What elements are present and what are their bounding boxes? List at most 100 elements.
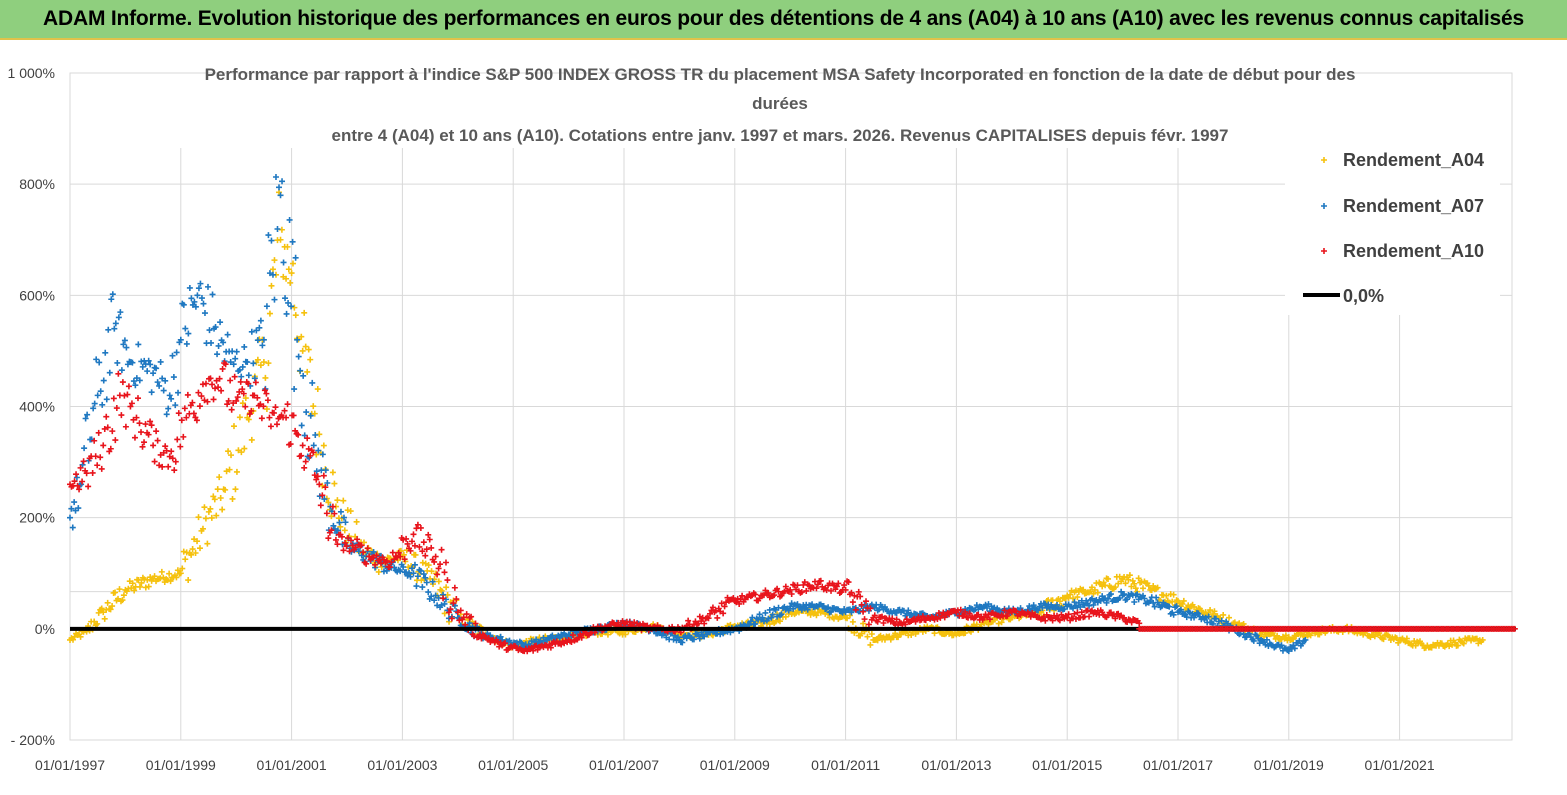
data-point — [313, 468, 320, 475]
data-point — [1163, 592, 1170, 599]
data-point — [984, 605, 991, 612]
data-point — [131, 587, 138, 594]
data-point — [90, 405, 97, 412]
data-point — [302, 458, 309, 465]
data-point — [136, 420, 143, 427]
data-point — [1263, 636, 1270, 643]
data-point — [177, 443, 184, 450]
data-point — [153, 365, 160, 372]
data-point — [422, 552, 429, 559]
data-point — [272, 404, 279, 411]
data-point — [150, 370, 157, 377]
data-point — [1030, 602, 1037, 609]
x-tick-label: 01/01/2021 — [1365, 757, 1435, 773]
data-point — [136, 377, 143, 384]
data-point — [112, 437, 119, 444]
data-point — [314, 473, 321, 480]
data-point — [986, 616, 993, 623]
data-point — [860, 620, 867, 627]
data-point — [1169, 598, 1176, 605]
data-point — [147, 418, 154, 425]
data-point — [167, 578, 174, 585]
data-point — [804, 606, 811, 613]
data-point — [220, 486, 227, 493]
data-point — [238, 449, 245, 456]
data-point — [257, 317, 264, 324]
y-tick-label: 800% — [19, 176, 55, 192]
data-point — [363, 560, 370, 567]
data-point — [1449, 641, 1456, 648]
data-point — [220, 339, 227, 346]
data-point — [104, 599, 111, 606]
data-point — [813, 585, 820, 592]
data-point — [423, 546, 430, 553]
data-point — [195, 285, 202, 292]
data-point — [289, 260, 296, 267]
data-point — [248, 407, 255, 414]
data-point — [1205, 613, 1212, 620]
data-point — [334, 541, 341, 548]
data-point — [438, 587, 445, 594]
data-point — [124, 391, 131, 398]
data-point — [204, 398, 211, 405]
data-point — [98, 465, 105, 472]
data-point — [919, 613, 926, 620]
data-point — [194, 538, 201, 545]
data-point — [839, 609, 846, 616]
data-point — [307, 412, 314, 419]
data-point — [248, 436, 255, 443]
data-point — [1166, 603, 1173, 610]
data-point — [978, 613, 985, 620]
data-point — [957, 606, 964, 613]
data-point — [347, 508, 354, 515]
data-point — [790, 605, 797, 612]
data-point — [310, 442, 317, 449]
data-point — [245, 416, 252, 423]
data-point — [383, 567, 390, 574]
data-point — [212, 385, 219, 392]
data-point — [1053, 612, 1060, 619]
data-point — [375, 568, 382, 575]
data-point — [307, 356, 314, 363]
data-point — [260, 359, 267, 366]
data-point — [239, 386, 246, 393]
data-point — [164, 577, 171, 584]
data-point — [346, 548, 353, 555]
data-point — [245, 380, 252, 387]
data-point — [201, 310, 208, 317]
data-point — [348, 537, 355, 544]
data-point — [377, 560, 384, 567]
data-point — [301, 309, 308, 316]
data-point — [227, 377, 234, 384]
data-point — [425, 562, 432, 569]
data-point — [166, 453, 173, 460]
data-point — [388, 559, 395, 566]
data-point — [352, 544, 359, 551]
data-point — [340, 497, 347, 504]
data-point — [830, 582, 837, 589]
data-point — [679, 639, 686, 646]
data-point — [403, 535, 410, 542]
data-point — [364, 545, 371, 552]
data-point — [103, 396, 110, 403]
x-tick-label: 01/01/2013 — [921, 757, 991, 773]
data-point — [765, 589, 772, 596]
data-point — [77, 633, 84, 640]
data-point — [1067, 591, 1074, 598]
data-point — [154, 379, 161, 386]
data-point — [276, 184, 283, 191]
data-point — [1135, 575, 1142, 582]
data-point — [157, 451, 164, 458]
data-point — [1176, 599, 1183, 606]
data-point — [752, 620, 759, 627]
data-point — [438, 546, 445, 553]
data-point — [134, 395, 141, 402]
data-point — [147, 361, 154, 368]
data-point — [782, 613, 789, 620]
data-point — [197, 545, 204, 552]
data-point — [386, 564, 393, 571]
data-point — [117, 309, 124, 316]
data-point — [410, 531, 417, 538]
data-point — [257, 362, 264, 369]
data-point — [208, 514, 215, 521]
